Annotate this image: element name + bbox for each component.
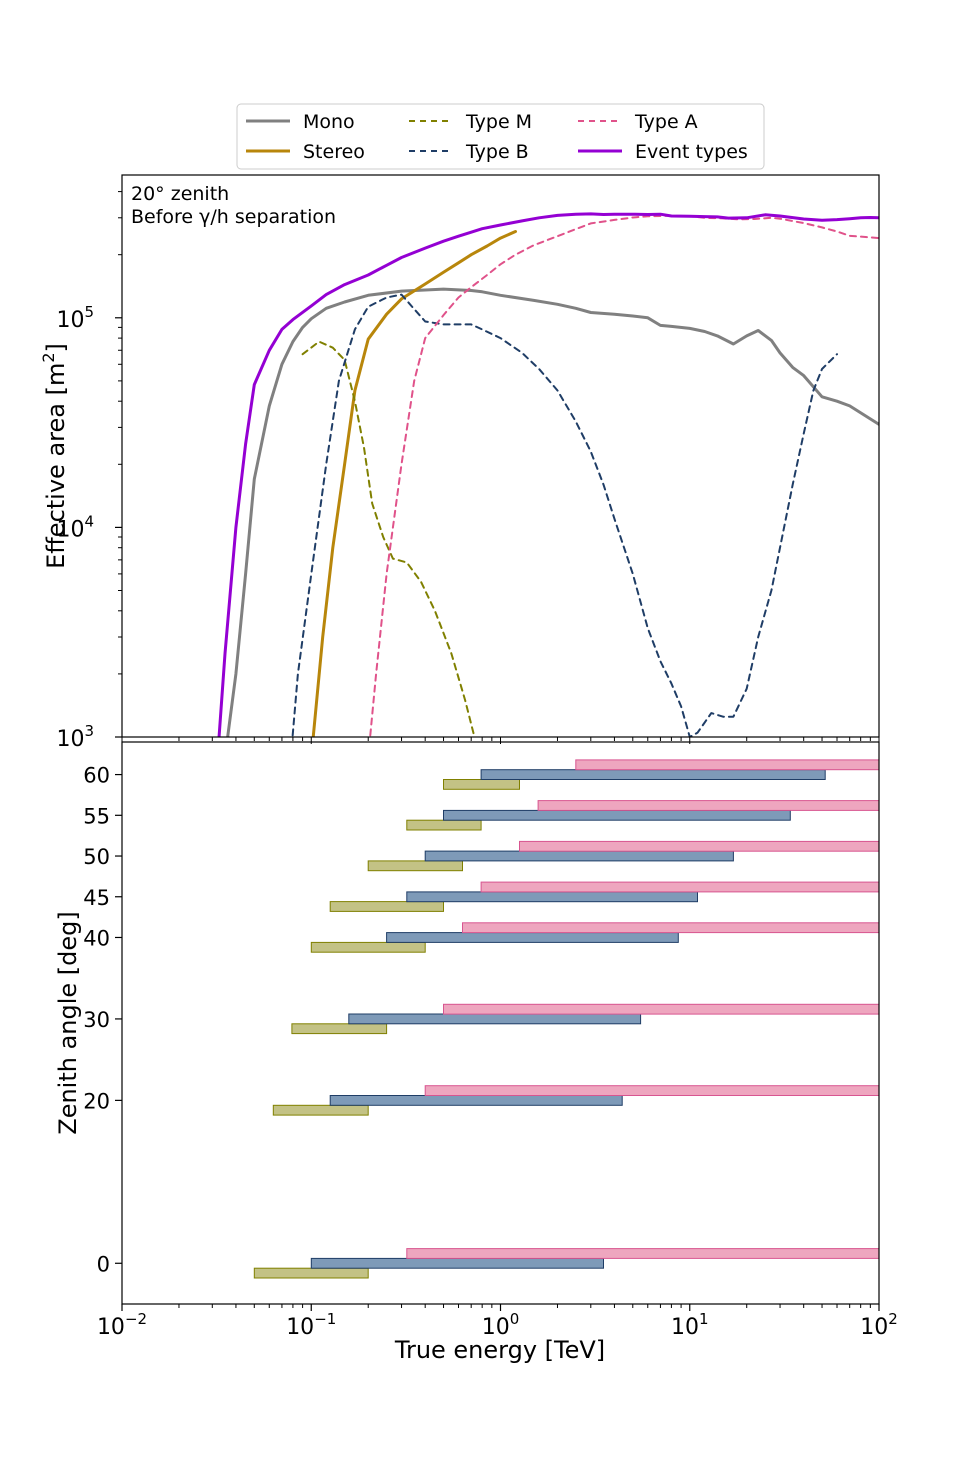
bottom-ytick-label-1: 20 [83,1089,110,1113]
legend-label-mono: Mono [303,111,355,133]
legend-label-type-m: Type M [465,111,532,133]
bottom-ytick-label-5: 50 [83,845,110,869]
bottom-xtick-label-2: 100 [482,1310,520,1340]
bar-type-b-zenith-50 [424,850,734,862]
legend-label-event-types: Event types [635,141,748,163]
top-y-label-end: ] [42,343,70,352]
bar-type-m-zenith-30 [291,1023,388,1035]
bottom-bars [253,759,880,1279]
bar-type-m-zenith-55 [406,819,482,831]
bar-type-m-zenith-20 [272,1104,369,1116]
legend-label-type-a: Type A [634,111,698,133]
bottom-ticks: 10−2 10−1 100 101 102 0 20 30 40 45 50 55 60 [83,764,898,1340]
series-line-type-b [291,293,838,737]
bottom-plot-frame [121,741,880,1305]
legend-label-type-b: Type B [465,141,529,163]
bottom-ytick-label-7: 60 [83,764,110,788]
effective-area-panel: 103 104 105 20° zenith Before γ/h separati… [39,174,880,752]
bar-type-a-zenith-55 [537,800,880,811]
bar-type-a-zenith-20 [424,1085,880,1096]
bottom-ytick-label-0: 0 [97,1252,110,1276]
bar-type-b-zenith-55 [443,809,791,821]
top-ytick-label-1: 104 [56,512,94,542]
bar-type-a-zenith-50 [519,840,880,852]
top-y-label-main: Effective area [m [42,363,70,569]
x-axis-label: True energy [TeV] [394,1336,605,1364]
bar-type-m-zenith-40 [310,941,426,953]
bottom-xtick-label-4: 102 [860,1310,898,1340]
bar-type-m-zenith-50 [367,860,464,872]
top-ticks: 103 104 105 [56,191,880,752]
bar-type-b-zenith-40 [386,932,679,943]
top-y-label-sup: 2 [39,352,58,362]
bar-type-b-zenith-60 [480,769,826,781]
top-plot-frame [121,174,880,738]
bottom-xtick-label-1: 10−1 [286,1310,336,1340]
top-series [217,212,879,737]
legend-label-stereo: Stereo [303,141,365,163]
bar-type-m-zenith-45 [329,901,445,912]
top-ytick-label-0: 103 [56,722,94,752]
bottom-y-axis-label: Zenith angle [deg] [54,911,82,1135]
series-line-type-m [301,340,476,737]
series-line-mono [226,287,879,737]
series-line-stereo [311,230,517,737]
legend: Mono Stereo Type M Type B Type A Event t… [236,103,765,170]
annotation-separation: Before γ/h separation [131,206,336,228]
bar-type-b-zenith-0 [310,1257,604,1269]
annotation-zenith: 20° zenith [131,183,229,205]
bottom-ytick-label-4: 45 [83,886,110,910]
legend-frame [236,103,765,170]
bar-type-a-zenith-45 [480,881,880,893]
top-y-axis-label: Effective area [m2] [39,343,70,569]
bar-type-a-zenith-40 [462,922,880,934]
bar-type-m-zenith-60 [443,779,520,790]
bar-type-a-zenith-60 [575,759,880,771]
bottom-ytick-label-2: 30 [83,1008,110,1032]
bar-type-a-zenith-30 [443,1003,880,1015]
bar-type-b-zenith-45 [406,891,698,903]
series-line-event-types [217,212,879,737]
bottom-xtick-label-0: 10−2 [97,1310,147,1340]
zenith-panel: 10−2 10−1 100 101 102 0 20 30 40 45 50 55 60 Zenith … [54,741,898,1364]
top-ytick-label-2: 105 [56,303,94,333]
bar-type-b-zenith-30 [348,1013,642,1025]
bottom-xtick-label-3: 101 [671,1310,709,1340]
bar-type-a-zenith-0 [406,1248,880,1259]
bar-type-b-zenith-20 [329,1095,623,1106]
series-line-type-a [369,214,879,737]
bottom-ytick-label-6: 55 [83,804,110,828]
bar-type-m-zenith-0 [253,1267,369,1279]
bottom-ytick-label-3: 40 [83,926,110,950]
